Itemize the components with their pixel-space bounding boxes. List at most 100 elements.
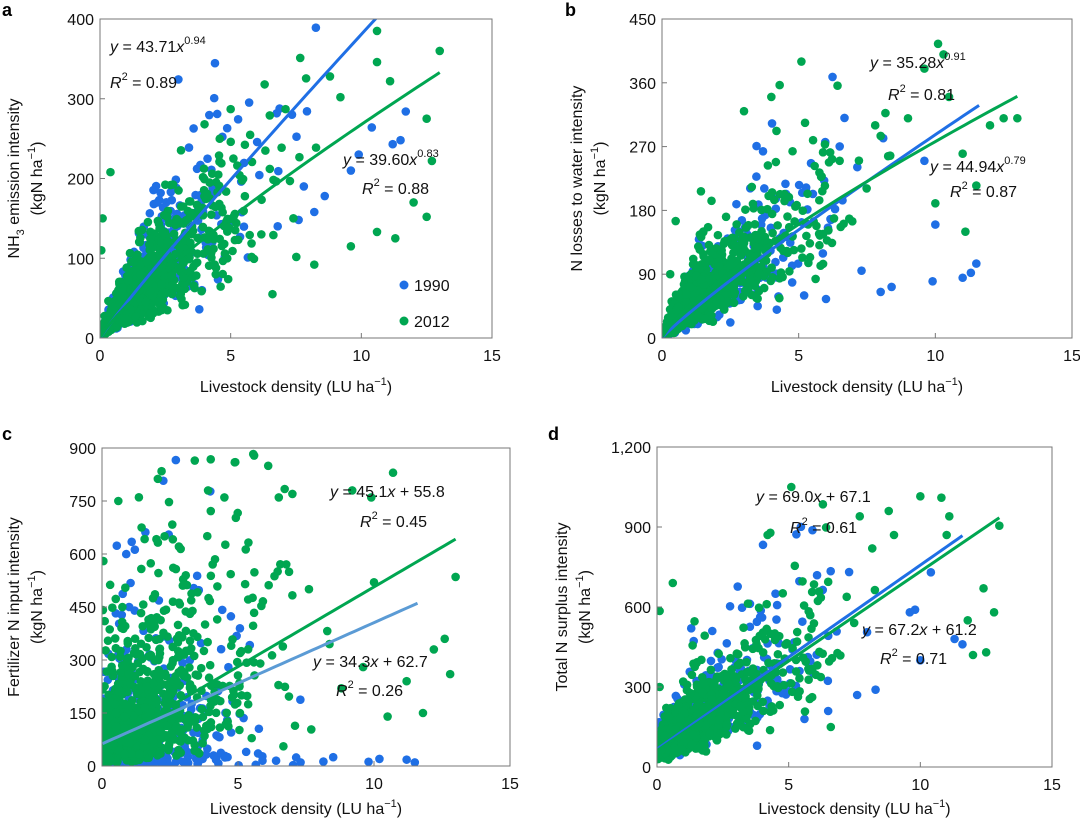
x-label-sup: −1 [374,376,387,388]
scatter-point-2012 [174,542,184,551]
r2-sup: 2 [962,180,968,192]
scatter-point-2012 [116,646,125,656]
scatter-point-2012 [268,289,277,299]
scatter-point-2012 [301,74,311,83]
scatter-point-2012 [132,650,141,659]
scatter-point-2012 [175,243,185,253]
scatter-point-1990 [818,249,828,258]
eq-y: y [929,159,939,176]
scatter-point-2012 [304,584,314,594]
y-tick-label: 270 [629,140,656,157]
scatter-point-2012 [136,233,145,243]
scatter-point-2012 [226,137,236,147]
scatter-point-2012 [249,608,259,618]
scatter-point-1990 [244,98,254,107]
scatter-point-2012 [132,439,141,448]
scatter-point-2012 [166,180,175,190]
scatter-point-2012 [237,646,246,656]
scatter-point-2012 [149,679,158,689]
scatter-point-2012 [783,212,792,221]
scatter-point-2012 [117,661,127,670]
scatter-point-2012 [754,269,764,278]
scatter-point-1990 [752,172,761,181]
scatter-point-2012 [135,362,144,371]
scatter-point-2012 [721,212,731,222]
scatter-point-2012 [124,669,134,679]
scatter-point-2012 [176,146,186,155]
scatter-point-1990 [887,282,896,292]
scatter-point-2012 [804,258,813,268]
eq-y: y [109,39,119,56]
scatter-point-2012 [129,258,138,267]
scatter-point-2012 [197,286,206,296]
scatter-point-1990 [354,150,364,159]
scatter-point-2012 [790,217,799,226]
scatter-point-2012 [264,580,273,590]
scatter-point-2012 [671,216,680,226]
scatter-point-2012 [247,733,256,743]
scatter-point-2012 [211,202,220,212]
scatter-point-2012 [240,579,250,589]
scatter-point-2012 [741,205,750,214]
y-tick-label: 200 [67,172,94,189]
scatter-point-2012 [876,131,885,141]
scatter-point-2012 [717,246,726,255]
scatter-point-2012 [126,365,135,374]
scatter-point-1990 [121,549,131,559]
scatter-point-2012 [808,135,818,145]
scatter-point-2012 [181,571,191,580]
scatter-point-2012 [116,287,126,296]
scatter-point-2012 [210,260,219,269]
scatter-point-2012 [141,297,151,307]
scatter-point-2012 [322,626,332,636]
scatter-point-2012 [693,311,703,321]
scatter-point-2012 [385,76,395,86]
scatter-point-1990 [254,724,264,734]
scatter-point-1990 [192,571,202,581]
scatter-point-2012 [203,637,212,647]
scatter-point-2012 [120,712,129,721]
scatter-point-2012 [122,700,132,709]
scatter-point-2012 [961,227,970,236]
scatter-point-2012 [106,167,115,177]
scatter-point-2012 [125,678,135,688]
scatter-point-2012 [810,161,819,171]
scatter-point-2012 [111,594,121,604]
scatter-point-2012 [205,660,215,670]
scatter-point-2012 [142,682,151,691]
scatter-point-2012 [114,687,124,696]
scatter-point-2012 [218,207,227,217]
r2-value: = 0.87 [968,184,1017,201]
scatter-point-1990 [309,207,319,217]
r2-r: R [888,87,900,104]
scatter-point-2012 [136,639,146,649]
points-layer [102,362,460,766]
scatter-point-2012 [749,203,758,213]
scatter-point-1990 [258,756,267,765]
scatter-point-2012 [729,298,738,307]
scatter-point-1990 [320,191,330,201]
legend-label: 2012 [414,314,450,331]
scatter-point-2012 [138,600,148,609]
scatter-point-2012 [763,161,773,170]
scatter-point-2012 [105,580,115,590]
scatter-point-2012 [123,275,133,285]
scatter-point-2012 [190,456,200,465]
scatter-point-1990 [222,123,232,133]
scatter-point-2012 [235,725,244,735]
scatter-point-2012 [931,199,940,208]
scatter-point-2012 [284,567,294,577]
scatter-point-2012 [732,220,741,229]
scatter-point-2012 [215,234,224,244]
scatter-point-1990 [214,759,223,766]
scatter-point-2012 [193,632,202,642]
scatter-point-2012 [228,246,237,256]
scatter-point-2012 [231,513,241,523]
scatter-point-2012 [731,243,740,253]
scatter-point-1990 [758,146,768,156]
scatter-point-2012 [199,164,209,173]
scatter-point-2012 [215,134,225,144]
legend-marker-2012 [399,316,409,326]
scatter-point-2012 [372,26,382,36]
